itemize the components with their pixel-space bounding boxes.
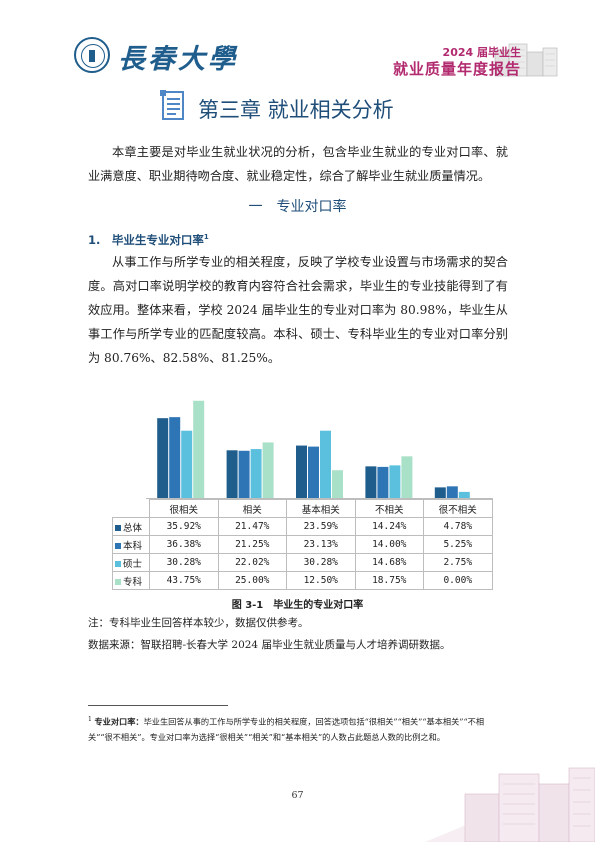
data-label: 21.25% — [217, 535, 287, 554]
chapter-title: 第三章 就业相关分析 — [198, 98, 394, 122]
table-row: 专科 43.75% 25.00% 12.50% 18.75% 0.00% — [112, 571, 493, 590]
legend-entry: 本科 — [112, 535, 150, 554]
data-label: 30.28% — [149, 553, 219, 572]
chart-data-table: 很相关 相关 基本相关 不相关 很不相关总体 35.92% 21.47% 23.59% 14.2… — [112, 499, 493, 590]
data-label: 23.13% — [286, 535, 356, 554]
footnote-mark: 1 — [88, 716, 92, 723]
report-title-label: 就业质量年度报告 — [392, 60, 521, 78]
data-label: 0.00% — [423, 571, 493, 590]
legend-swatch — [115, 543, 121, 549]
campus-building-illustration — [494, 43, 558, 77]
bar-专科-相关 — [262, 442, 274, 498]
legend-entry: 硕士 — [112, 553, 150, 572]
legend-swatch — [115, 561, 121, 567]
footnote-divider — [88, 705, 228, 706]
data-label: 5.25% — [423, 535, 493, 554]
bar-专科-很相关 — [193, 400, 205, 498]
data-label: 30.28% — [286, 553, 356, 572]
table-row: 硕士 30.28% 22.02% 30.28% 14.68% 2.75% — [112, 553, 493, 572]
legend-entry: 总体 — [112, 517, 150, 536]
bar-本科-很相关 — [169, 417, 181, 498]
series-name: 本科 — [123, 540, 143, 552]
data-label: 35.92% — [149, 517, 219, 536]
bar-总体-很不相关 — [434, 487, 446, 498]
bar-chart — [146, 400, 493, 499]
intro-paragraph: 本章主要是对毕业生就业状况的分析，包含毕业生就业的专业对口率、就业满意度、职业期… — [88, 145, 508, 183]
bar-硕士-基本相关 — [320, 430, 331, 498]
bar-硕士-很不相关 — [458, 491, 470, 498]
bar-总体-基本相关 — [296, 445, 307, 498]
bar-硕士-相关 — [250, 449, 262, 498]
figure-caption: 图 3-1 毕业生的专业对口率 — [231, 600, 364, 611]
footnote-text: 毕业生回答从事的工作与所学专业的相关程度，回答选项包括“很相关”“相关”“基本相… — [88, 716, 485, 742]
bar-总体-很相关 — [157, 418, 169, 498]
bar-本科-很不相关 — [446, 486, 458, 498]
bar-本科-基本相关 — [308, 446, 319, 498]
document-list-icon — [160, 90, 184, 120]
data-label: 12.50% — [286, 571, 356, 590]
report-year-label: 2024 届毕业生 — [442, 46, 521, 59]
footnote-term: 专业对口率： — [94, 716, 144, 727]
sample-note: 注：专科毕业生回答样本较少，数据仅供参考。 — [88, 617, 309, 629]
university-name-logo: 長春大學 — [118, 44, 238, 75]
footnote-reference: 1 — [203, 233, 209, 242]
bar-硕士-很相关 — [181, 430, 193, 498]
data-label: 22.02% — [217, 553, 287, 572]
legend-entry: 专科 — [112, 571, 150, 590]
data-label: 21.47% — [217, 517, 287, 536]
legend-swatch — [115, 579, 121, 585]
subsection-title-text: 1. 毕业生专业对口率 — [88, 233, 204, 247]
data-label: 25.00% — [217, 571, 287, 590]
bar-本科-不相关 — [377, 466, 389, 498]
body-paragraph: 从事工作与所学专业的相关程度，反映了学校专业设置与市场需求的契合度。高对口率说明… — [88, 255, 508, 365]
campus-building-decoration — [425, 767, 595, 842]
bar-专科-不相关 — [401, 456, 413, 498]
page-number: 67 — [291, 790, 304, 801]
table-row: 总体 35.92% 21.47% 23.59% 14.24% 4.78% — [112, 517, 493, 536]
footnote: 1 专业对口率：毕业生回答从事的工作与所学专业的相关程度，回答选项包括“很相关”… — [88, 712, 508, 745]
data-source-note: 数据来源：智联招聘-长春大学 2024 届毕业生就业质量与人才培养调研数据。 — [88, 639, 451, 651]
data-label: 14.68% — [354, 553, 424, 572]
category-label: 很不相关 — [423, 499, 493, 518]
bar-本科-相关 — [238, 450, 250, 498]
data-label: 14.00% — [354, 535, 424, 554]
legend-swatch — [115, 525, 121, 531]
category-label: 基本相关 — [286, 499, 356, 518]
data-label: 43.75% — [149, 571, 219, 590]
data-label: 18.75% — [354, 571, 424, 590]
subsection-title: 1. 毕业生专业对口率1 — [88, 232, 209, 248]
series-name: 硕士 — [123, 558, 143, 570]
bar-硕士-不相关 — [389, 465, 401, 498]
section-title: 一 专业对口率 — [248, 199, 347, 215]
table-header-row: 很相关 相关 基本相关 不相关 很不相关 — [113, 499, 493, 518]
bar-总体-不相关 — [365, 466, 377, 498]
category-label: 很相关 — [149, 499, 219, 518]
bar-总体-相关 — [226, 450, 238, 498]
series-name: 总体 — [123, 522, 143, 534]
category-label: 不相关 — [354, 499, 424, 518]
data-label: 23.59% — [286, 517, 356, 536]
data-label: 4.78% — [423, 517, 493, 536]
table-corner — [113, 500, 150, 518]
series-name: 专科 — [123, 576, 143, 588]
university-seal-logo — [74, 37, 110, 73]
data-label: 2.75% — [423, 553, 493, 572]
data-label: 14.24% — [354, 517, 424, 536]
table-row: 本科 36.38% 21.25% 23.13% 14.00% 5.25% — [112, 535, 493, 554]
data-label: 36.38% — [149, 535, 219, 554]
category-label: 相关 — [217, 499, 287, 518]
bar-专科-基本相关 — [332, 470, 343, 498]
